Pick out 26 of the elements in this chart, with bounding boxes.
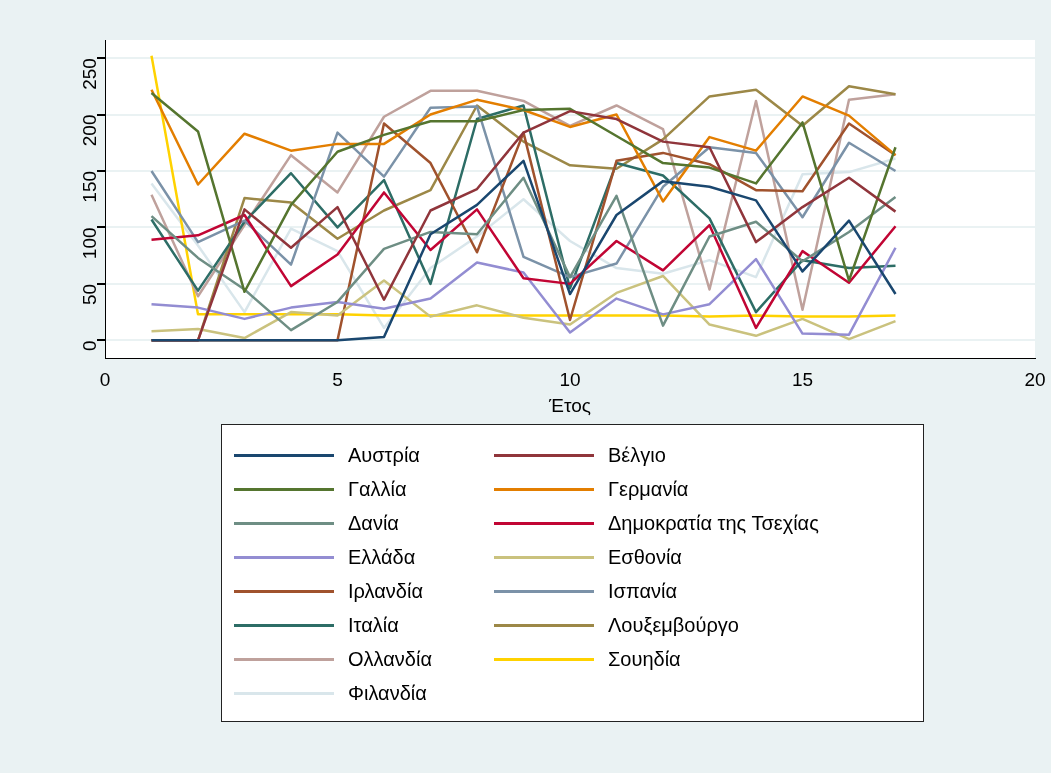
y-tick-label: 150 (79, 170, 101, 203)
legend-label: Γερμανία (608, 477, 689, 501)
x-tick-label: 10 (559, 369, 581, 391)
legend-label: Σουηδία (608, 647, 681, 671)
y-tick-label: 50 (79, 283, 101, 306)
y-tick-label: 0 (79, 340, 101, 351)
y-tick-label: 250 (79, 58, 101, 90)
legend-label: Βέλγιο (608, 443, 666, 467)
y-tick-label: 100 (79, 227, 101, 260)
y-tick-label: 200 (79, 114, 101, 147)
legend-label: Ολλανδία (348, 647, 432, 671)
legend-label: Αυστρία (348, 443, 420, 467)
legend-label: Ισπανία (608, 579, 677, 603)
legend-label: Φιλανδία (348, 681, 427, 705)
legend-label: Ελλάδα (348, 545, 416, 569)
legend-label: Λουξεμβούργο (608, 613, 739, 637)
legend-label: Εσθονία (608, 545, 682, 569)
legend-label: Ιρλανδία (348, 579, 423, 603)
x-tick-label: 20 (1024, 369, 1046, 391)
x-tick-label: 15 (791, 369, 814, 391)
x-axis-title: Έτος (548, 394, 591, 416)
legend-label: Δημοκρατία της Τσεχίας (608, 511, 819, 535)
legend-label: Γαλλία (348, 477, 407, 501)
legend-label: Δανία (348, 511, 399, 535)
legend-label: Ιταλία (348, 613, 399, 637)
x-tick-label: 5 (332, 369, 343, 391)
